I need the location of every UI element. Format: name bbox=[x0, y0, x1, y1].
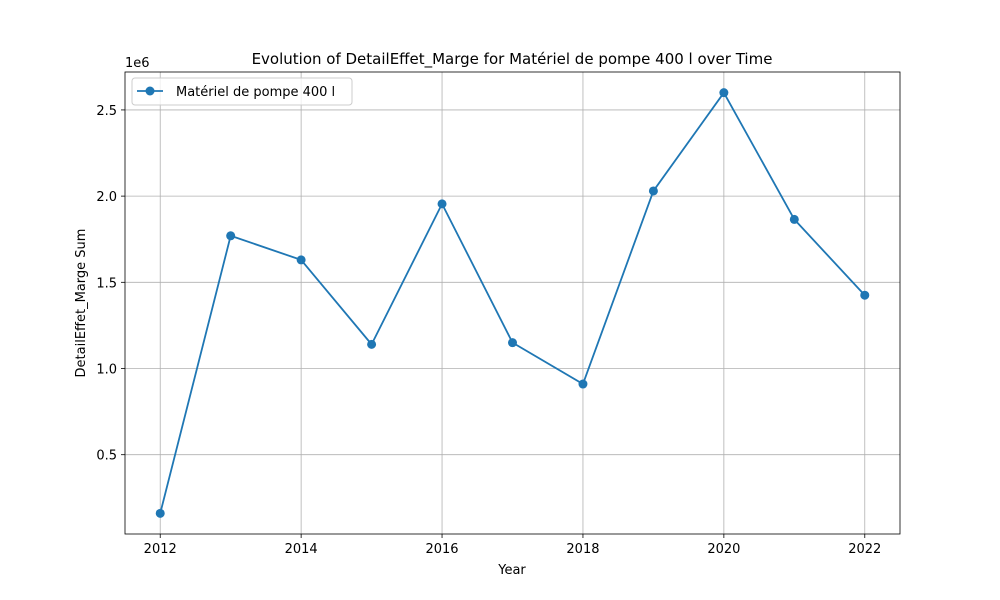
legend: Matériel de pompe 400 l bbox=[131, 77, 353, 106]
data-point bbox=[508, 338, 517, 348]
legend-box bbox=[131, 77, 353, 106]
data-point bbox=[155, 508, 165, 518]
x-tick-label: 2018 bbox=[566, 542, 599, 557]
chart-title: Evolution of DetailEffet_Marge for Matér… bbox=[252, 50, 773, 69]
y-tick-label: 2.5 bbox=[96, 104, 117, 119]
series-line bbox=[159, 91, 866, 514]
data-point bbox=[719, 88, 729, 98]
x-axis-label: Year bbox=[497, 563, 526, 578]
y-tick-label: 1.0 bbox=[96, 363, 117, 378]
y-axis: 0.5 1.0 1.5 2.0 2.5 bbox=[96, 104, 125, 464]
legend-marker-swatch bbox=[145, 86, 155, 96]
data-point bbox=[437, 199, 447, 209]
grid bbox=[125, 72, 900, 534]
x-tick-label: 2022 bbox=[848, 542, 881, 557]
y-scale-label: 1e6 bbox=[125, 56, 150, 71]
y-axis-label: DetailEffet_Marge Sum bbox=[74, 229, 89, 378]
data-point bbox=[226, 231, 236, 241]
plot-area-frame bbox=[124, 71, 901, 535]
data-point bbox=[648, 186, 658, 196]
y-tick-label: 2.0 bbox=[96, 190, 117, 205]
data-point bbox=[789, 214, 799, 224]
y-tick-label: 1.5 bbox=[96, 276, 117, 291]
data-point bbox=[367, 339, 377, 349]
x-tick-label: 2016 bbox=[425, 542, 458, 557]
x-axis: 2012 2014 2016 2018 2020 2022 bbox=[144, 534, 881, 557]
data-point bbox=[578, 379, 588, 389]
data-point bbox=[860, 290, 870, 300]
y-tick-label: 0.5 bbox=[96, 449, 117, 464]
x-tick-label: 2020 bbox=[707, 542, 740, 557]
x-tick-label: 2014 bbox=[285, 542, 318, 557]
data-point bbox=[296, 255, 306, 265]
series-layer bbox=[155, 88, 870, 518]
x-tick-label: 2012 bbox=[144, 542, 177, 557]
legend-label: Matériel de pompe 400 l bbox=[176, 85, 335, 100]
